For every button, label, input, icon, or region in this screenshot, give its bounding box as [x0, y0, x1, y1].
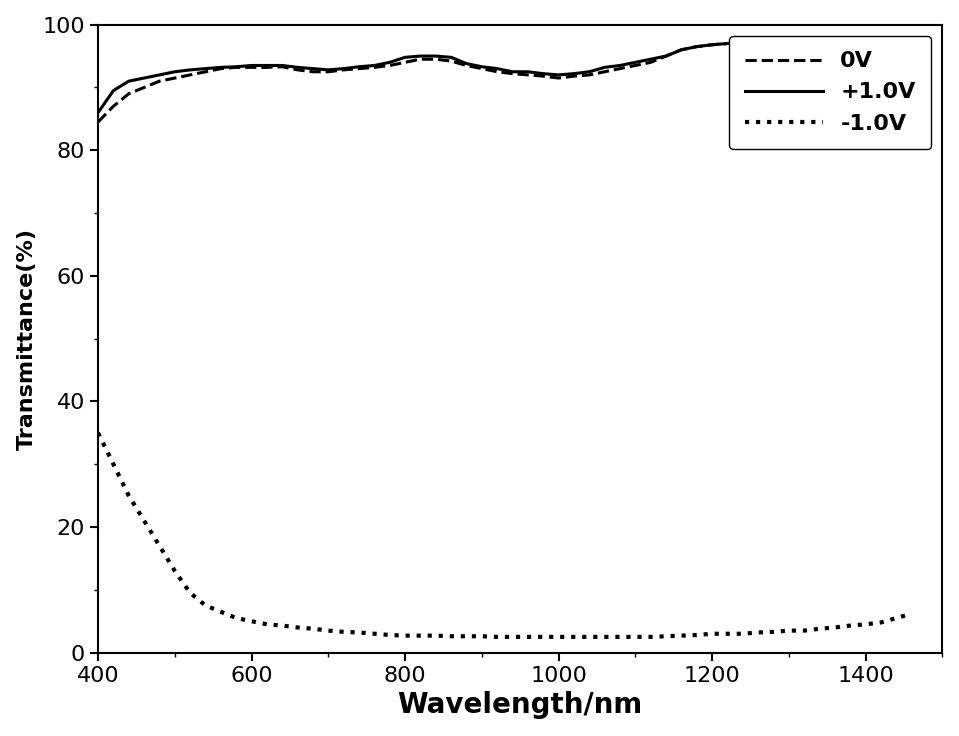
-1.0V	[491, 632, 503, 641]
+1.0V	[537, 69, 549, 78]
-1.0V	[399, 631, 410, 640]
-1.0V	[552, 632, 564, 641]
0V	[537, 71, 549, 80]
+1.0V	[399, 53, 410, 62]
+1.0V	[644, 54, 656, 63]
-1.0V	[92, 428, 104, 437]
+1.0V	[583, 68, 595, 77]
+1.0V	[906, 96, 918, 105]
+1.0V	[568, 69, 579, 78]
+1.0V	[737, 38, 749, 46]
Legend: 0V, +1.0V, -1.0V: 0V, +1.0V, -1.0V	[729, 36, 931, 149]
Y-axis label: Transmittance(%): Transmittance(%)	[16, 227, 36, 450]
0V	[583, 71, 595, 79]
Line: +1.0V: +1.0V	[98, 42, 912, 113]
Line: 0V: 0V	[98, 43, 912, 122]
-1.0V	[598, 632, 610, 641]
-1.0V	[660, 631, 671, 640]
0V	[92, 118, 104, 127]
0V	[644, 58, 656, 67]
X-axis label: Wavelength/nm: Wavelength/nm	[398, 691, 643, 719]
0V	[399, 58, 410, 67]
-1.0V	[583, 632, 595, 641]
0V	[568, 71, 579, 80]
0V	[230, 63, 242, 72]
Line: -1.0V: -1.0V	[98, 433, 912, 637]
+1.0V	[230, 63, 242, 71]
+1.0V	[92, 108, 104, 117]
-1.0V	[906, 609, 918, 618]
-1.0V	[230, 614, 242, 623]
0V	[722, 39, 734, 48]
0V	[906, 58, 918, 67]
